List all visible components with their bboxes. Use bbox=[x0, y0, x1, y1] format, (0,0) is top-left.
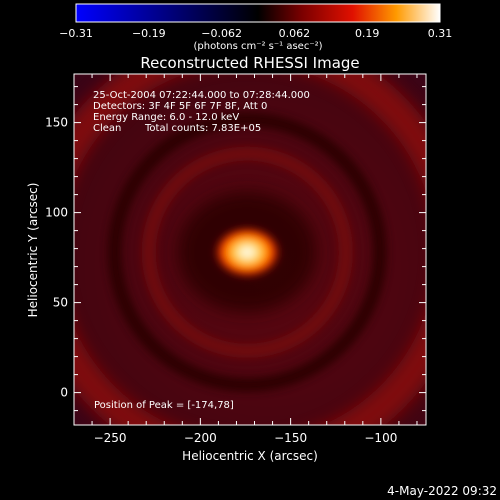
energy-range-text: Energy Range: 6.0 - 12.0 keV bbox=[93, 112, 239, 123]
annotations: 25-Oct-2004 07:22:44.000 to 07:28:44.000… bbox=[93, 90, 310, 411]
colorbar-tick-label: 0.31 bbox=[428, 27, 453, 40]
y-axis: 0 50 100 150 bbox=[45, 86, 426, 412]
sidelobe-ring-dark bbox=[107, 112, 387, 392]
colorbar: −0.31 −0.19 −0.062 0.062 0.19 0.31 (photons c… bbox=[59, 3, 452, 52]
total-counts-text: Total counts: 7.83E+05 bbox=[144, 123, 261, 134]
y-tick-label: 0 bbox=[60, 386, 68, 400]
clean-text: Clean bbox=[93, 123, 121, 134]
colorbar-tick-label: −0.19 bbox=[132, 27, 166, 40]
heatmap-image bbox=[74, 74, 426, 425]
x-tick-label: −250 bbox=[94, 431, 127, 445]
peak-position-text: Position of Peak = [-174,78] bbox=[94, 400, 234, 411]
y-tick-label: 50 bbox=[53, 296, 68, 310]
colorbar-tick-label: 0.19 bbox=[355, 27, 380, 40]
x-axis-label: Heliocentric X (arcsec) bbox=[182, 449, 318, 463]
plot-frame bbox=[73, 73, 427, 426]
colorbar-tick-label: −0.31 bbox=[59, 27, 93, 40]
colorbar-ticks: −0.31 −0.19 −0.062 0.062 0.19 0.31 bbox=[59, 27, 452, 40]
colorbar-tick-label: −0.062 bbox=[201, 27, 242, 40]
flare-source bbox=[213, 226, 282, 279]
time-range-text: 25-Oct-2004 07:22:44.000 to 07:28:44.000 bbox=[93, 90, 310, 101]
chart-title: Reconstructed RHESSI Image bbox=[140, 54, 359, 72]
footer-datetime: 4-May-2022 09:32 bbox=[387, 484, 497, 498]
x-tick-label: −150 bbox=[274, 431, 307, 445]
y-tick-label: 150 bbox=[45, 116, 68, 130]
x-tick-label: −100 bbox=[364, 431, 397, 445]
y-tick-label: 100 bbox=[45, 206, 68, 220]
colorbar-gradient bbox=[75, 3, 441, 23]
x-tick-label: −200 bbox=[184, 431, 217, 445]
detectors-text: Detectors: 3F 4F 5F 6F 7F 8F, Att 0 bbox=[93, 101, 267, 112]
x-axis: −250 −200 −150 −100 bbox=[91, 74, 418, 445]
y-axis-label: Heliocentric Y (arcsec) bbox=[26, 183, 40, 318]
colorbar-units-label: (photons cm⁻² s⁻¹ asec⁻²) bbox=[193, 41, 322, 52]
colorbar-tick-label: 0.062 bbox=[279, 27, 311, 40]
sidelobe-ring-inner bbox=[141, 146, 353, 358]
